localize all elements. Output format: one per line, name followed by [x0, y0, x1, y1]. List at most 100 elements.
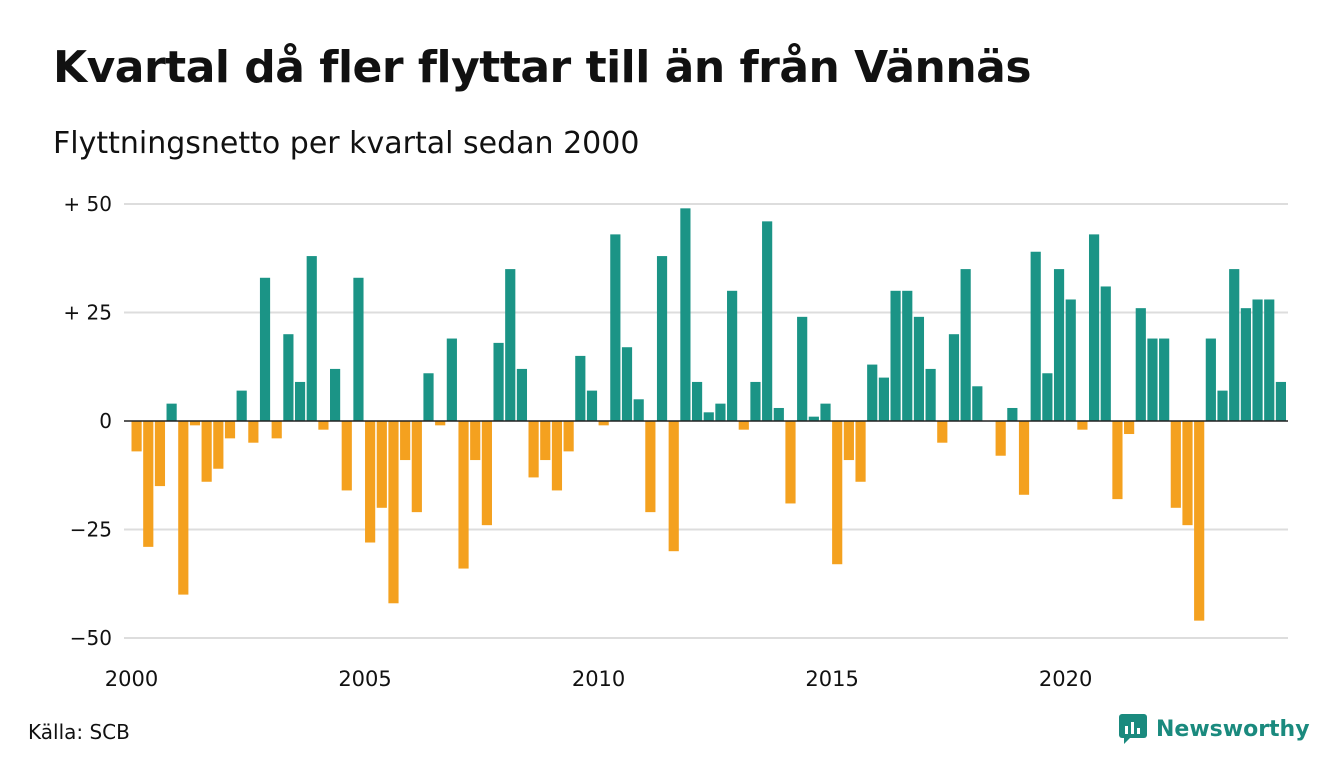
y-tick-label: −50	[70, 626, 112, 650]
bar-q38	[563, 421, 574, 452]
bar-q41	[598, 421, 609, 426]
bar-q17	[318, 421, 329, 430]
bar-q30	[470, 421, 481, 461]
bar-q77	[1018, 421, 1030, 495]
bar-q34	[516, 368, 528, 421]
bar-q60	[820, 403, 831, 421]
bar-q2	[143, 421, 154, 547]
brand-name: Newsworthy	[1156, 716, 1310, 742]
chart-title: Kvartal då fler flyttar till än från Vän…	[53, 42, 1032, 93]
brand-logo[interactable]: Newsworthy	[1118, 713, 1310, 745]
bar-q85	[1112, 421, 1123, 500]
bar-chart: + 50 + 25 0 −25 −50 2000 2005 2010 2015 2020	[63, 192, 1288, 691]
y-tick-label: + 50	[63, 192, 112, 216]
bar-q8	[213, 421, 224, 469]
source-note: Källa: SCB	[28, 720, 130, 744]
bar-q43	[621, 347, 633, 421]
bar-q7	[201, 421, 212, 482]
bar-q78	[1030, 251, 1041, 421]
bar-q68	[913, 316, 925, 421]
bar-q24	[400, 421, 411, 461]
bar-q13	[271, 421, 282, 439]
bar-q49	[691, 381, 703, 421]
bar-q52	[727, 290, 738, 421]
bar-q82	[1077, 421, 1088, 430]
bar-q45	[645, 421, 656, 513]
bar-q72	[960, 269, 971, 421]
bar-q57	[785, 421, 796, 504]
bar-q35	[528, 421, 539, 478]
bar-q58	[797, 316, 808, 421]
bar-q28	[446, 338, 457, 421]
newsworthy-logo-icon	[1119, 714, 1147, 744]
bar-q86	[1124, 421, 1135, 435]
bar-q94	[1217, 390, 1228, 421]
bar-q14	[283, 334, 294, 421]
bar-q50	[703, 412, 714, 421]
bar-q56	[773, 407, 784, 421]
bar-q10	[236, 390, 247, 421]
bar-q64	[867, 364, 878, 421]
bar-q26	[423, 373, 434, 421]
bar-q67	[902, 290, 913, 421]
bar-q53	[738, 421, 749, 430]
bar-q93	[1205, 338, 1216, 421]
x-tick-label: 2015	[805, 667, 858, 691]
bar-q75	[995, 421, 1006, 456]
bar-q55	[762, 221, 773, 421]
bar-q83	[1088, 234, 1100, 421]
bar-q15	[294, 381, 306, 421]
bar-q54	[750, 381, 761, 421]
bar-q12	[259, 277, 271, 421]
bar-q5	[178, 421, 189, 595]
bar-q51	[715, 403, 726, 421]
bar-q89	[1159, 338, 1170, 421]
y-tick-label: 0	[99, 409, 112, 433]
bar-q69	[925, 368, 936, 421]
axes: + 50 + 25 0 −25 −50 2000 2005 2010 2015 2020	[63, 192, 1288, 691]
bar-q18	[330, 368, 341, 421]
bar-q36	[540, 421, 551, 461]
bar-q22	[376, 421, 387, 508]
bar-q90	[1170, 421, 1181, 508]
bar-q37	[551, 421, 563, 491]
bar-q33	[505, 269, 516, 421]
bar-q3	[154, 421, 166, 487]
bar-q87	[1135, 308, 1146, 421]
y-tick-label: + 25	[63, 301, 112, 325]
bar-q29	[458, 421, 469, 569]
bar-q6	[189, 421, 201, 426]
bar-q21	[365, 421, 376, 543]
bar-q98	[1264, 299, 1275, 421]
bar-q92	[1194, 421, 1205, 621]
bar-q47	[668, 421, 679, 552]
bar-q61	[832, 421, 843, 565]
y-tick-label: −25	[70, 518, 112, 542]
bar-q32	[493, 342, 504, 421]
bar-q91	[1182, 421, 1193, 526]
bar-q70	[937, 421, 948, 443]
bar-q88	[1147, 338, 1158, 421]
x-tick-label: 2020	[1039, 667, 1092, 691]
bar-q65	[878, 377, 889, 421]
bar-q42	[610, 234, 621, 421]
bar-q80	[1053, 269, 1065, 421]
bars	[131, 208, 1286, 621]
x-tick-label: 2000	[105, 667, 158, 691]
bar-q40	[586, 390, 598, 421]
x-tick-label: 2010	[572, 667, 625, 691]
bar-q20	[353, 277, 364, 421]
bar-q31	[481, 421, 492, 526]
bar-q46	[656, 256, 668, 421]
bar-q76	[1007, 407, 1018, 421]
bar-q96	[1240, 308, 1251, 421]
bar-q62	[843, 421, 854, 461]
bar-q27	[435, 421, 446, 426]
bar-q79	[1042, 373, 1053, 421]
bar-q66	[890, 290, 901, 421]
chart-subtitle: Flyttningsnetto per kvartal sedan 2000	[53, 126, 640, 161]
bar-q99	[1275, 381, 1286, 421]
bar-q48	[680, 208, 691, 421]
bar-q9	[224, 421, 236, 439]
bar-q95	[1229, 269, 1240, 421]
